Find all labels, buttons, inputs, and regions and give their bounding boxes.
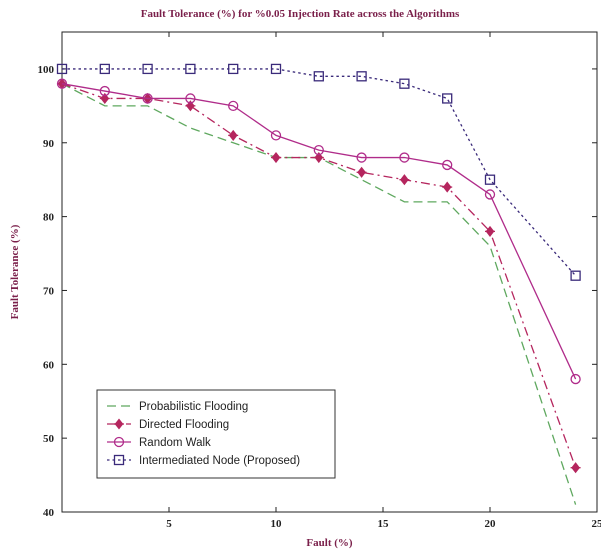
legend-item: Probabilistic Flooding — [107, 401, 248, 413]
x-tick-label: 5 — [166, 518, 172, 530]
x-tick-label: 15 — [378, 518, 390, 530]
data-point — [56, 63, 68, 75]
legend-box — [96, 389, 336, 479]
legend-label: Directed Flooding — [139, 419, 229, 431]
y-tick-label: 90 — [43, 138, 55, 150]
x-tick-label: 20 — [485, 518, 497, 530]
data-point — [270, 130, 282, 141]
legend-item: Directed Flooding — [107, 418, 229, 431]
legend-item: Intermediated Node (Proposed) — [107, 454, 300, 467]
series-1 — [61, 83, 577, 505]
series-line — [61, 83, 577, 468]
series-line — [62, 68, 577, 277]
data-point — [228, 100, 239, 111]
series-4 — [56, 63, 581, 281]
data-point — [442, 93, 453, 104]
chart-title: Fault Tolerance (%) for %0.05 Injection … — [141, 8, 460, 20]
x-tick-label: 25 — [592, 518, 601, 530]
data-point — [185, 63, 196, 75]
data-point — [484, 189, 496, 200]
data-point — [99, 85, 110, 97]
y-tick-label: 40 — [43, 507, 55, 519]
data-point — [570, 373, 581, 385]
data-point — [399, 78, 410, 89]
data-point — [570, 270, 581, 281]
data-point — [442, 159, 453, 171]
series-line — [61, 83, 577, 505]
plot-frame — [61, 31, 598, 513]
data-point — [56, 78, 68, 89]
data-point — [356, 71, 367, 82]
y-tick-label: 50 — [43, 433, 55, 445]
data-point — [99, 63, 110, 75]
y-axis-label: Fault Tolerance (%) — [9, 224, 21, 319]
data-point — [142, 63, 153, 75]
legend-label: Intermediated Node (Proposed) — [139, 455, 300, 467]
legend-marker — [113, 436, 125, 448]
legend-label: Random Walk — [139, 437, 211, 449]
data-point — [313, 71, 324, 82]
data-point — [185, 93, 196, 104]
legend: Probabilistic Flooding Directed Flooding R… — [96, 389, 336, 479]
y-tick-label: 80 — [43, 212, 55, 224]
data-point — [484, 174, 496, 185]
legend-label: Probabilistic Flooding — [139, 401, 248, 413]
data-point — [399, 152, 410, 163]
data-point — [356, 152, 367, 163]
legend-item: Random Walk — [107, 436, 211, 449]
legend-marker — [113, 454, 125, 466]
data-point — [270, 63, 282, 75]
series-layer — [56, 63, 581, 505]
data-point — [313, 145, 324, 156]
x-tick-label: 10 — [271, 518, 283, 530]
y-tick-label: 70 — [43, 285, 55, 297]
y-tick-label: 60 — [43, 359, 55, 371]
y-tick-label: 100 — [38, 64, 55, 76]
data-point — [142, 93, 153, 104]
data-point — [228, 63, 239, 75]
axis-ticks: 5 10 15 20 25 40 50 60 70 80 90 100 — [38, 32, 601, 530]
x-axis-label: Fault (%) — [306, 537, 352, 549]
series-3 — [56, 78, 581, 385]
series-line — [61, 83, 577, 380]
